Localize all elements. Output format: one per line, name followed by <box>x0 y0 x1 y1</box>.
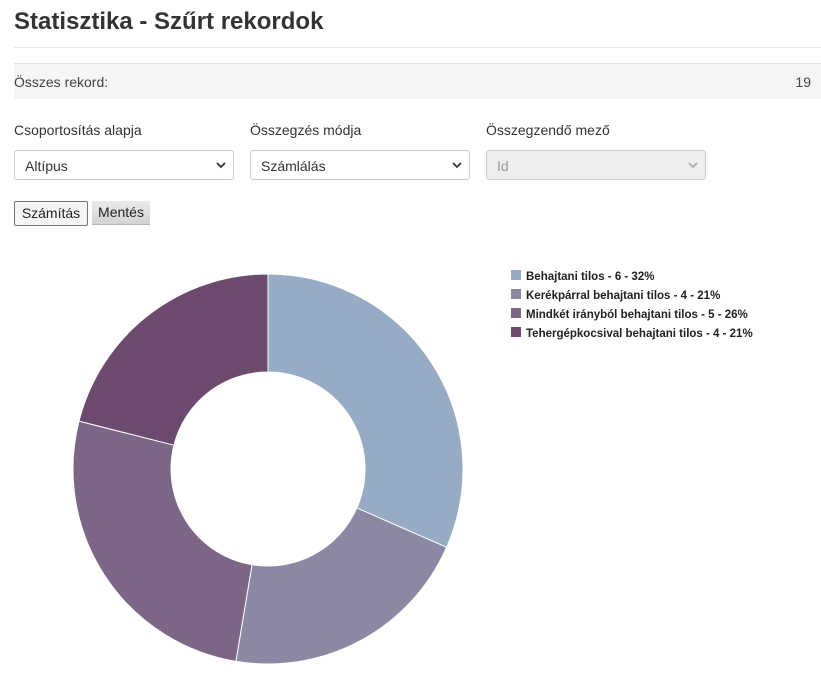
donut-chart: Behajtani tilos - 6 - 32% Kerékpárral beh… <box>72 270 753 665</box>
legend-entry: Behajtani tilos - 6 - 32% <box>526 271 654 283</box>
aggregation-value: Számlálás <box>261 158 326 174</box>
chart-legend: Behajtani tilos - 6 - 32% Kerékpárral beh… <box>511 270 753 340</box>
legend-square-icon <box>511 289 521 299</box>
legend-entry: Kerékpárral behajtani tilos - 4 - 21% <box>526 290 720 302</box>
total-records-value: 19 <box>795 74 811 90</box>
aggregation-select[interactable]: Számlálás <box>250 150 470 180</box>
sum-field-label: Összegzendő mező <box>486 122 610 138</box>
donut-slice <box>235 507 448 665</box>
chevron-down-icon <box>688 162 698 169</box>
summary-bar: Összes rekord: 19 <box>14 63 821 99</box>
calculate-button[interactable]: Számítás <box>14 201 88 226</box>
legend-entry: Tehergépkocsival behajtani tilos - 4 - 2… <box>526 328 753 340</box>
group-by-value: Altípus <box>25 158 68 174</box>
aggregation-label: Összegzés módja <box>250 122 362 138</box>
save-button[interactable]: Mentés <box>92 201 150 225</box>
group-by-select[interactable]: Altípus <box>14 150 234 180</box>
title-divider <box>14 47 821 48</box>
donut-slice <box>72 420 253 662</box>
group-by-label: Csoportosítás alapja <box>14 122 142 138</box>
total-records-label: Összes rekord: <box>14 74 109 90</box>
chevron-down-icon <box>216 162 226 169</box>
sum-field-select: Id <box>486 150 706 180</box>
legend-square-icon <box>511 308 521 318</box>
legend-square-icon <box>511 270 521 280</box>
donut-slice <box>78 273 269 446</box>
legend-entry: Mindkét irányból behajtani tilos - 5 - 2… <box>526 309 748 321</box>
donut-slice <box>267 273 464 548</box>
page-title: Statisztika - Szűrt rekordok <box>14 8 324 35</box>
sum-field-value: Id <box>497 158 509 174</box>
chart-slices <box>72 273 464 665</box>
legend-square-icon <box>511 327 521 337</box>
chevron-down-icon <box>452 162 462 169</box>
